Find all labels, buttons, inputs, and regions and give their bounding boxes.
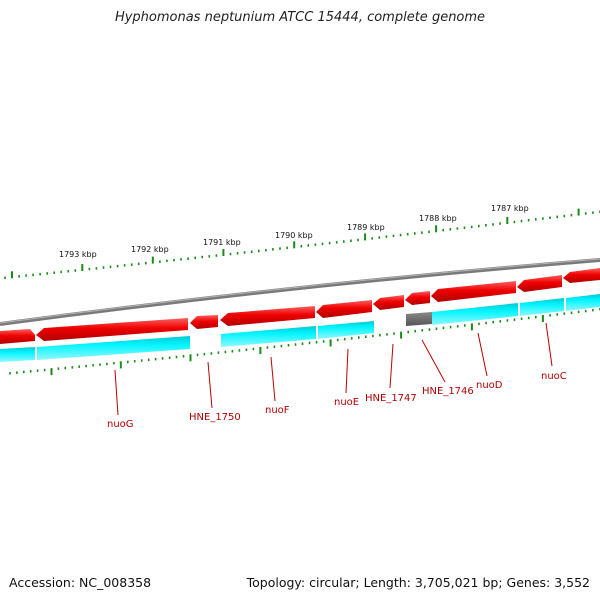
gene-arrow-nuoG[interactable] <box>36 318 188 341</box>
cyan-segment <box>432 303 518 325</box>
gene-label-nuoF[interactable]: nuoF <box>265 405 290 416</box>
gene-label-nuoG[interactable]: nuoG <box>107 419 134 430</box>
leader-line <box>389 343 394 389</box>
cyan-segment <box>0 347 35 362</box>
gene-arrow-HNE_1750[interactable] <box>190 315 218 329</box>
kbp-label: 1787 kbp <box>491 204 529 213</box>
gene-arrow[interactable] <box>0 329 35 344</box>
label-leader-lines <box>114 322 553 416</box>
outer-tick-scale <box>4 208 600 279</box>
cyan-segment <box>221 326 316 347</box>
kbp-label: 1789 kbp <box>347 223 385 232</box>
gene-arrow-HNE_1746[interactable] <box>405 291 430 305</box>
gene-label-HNE_1747[interactable]: HNE_1747 <box>365 393 417 404</box>
cyan-segment <box>520 298 564 316</box>
gene-label-nuoD[interactable]: nuoD <box>476 380 503 391</box>
gene-arrow-nuoC[interactable] <box>517 275 562 292</box>
gene-label-nuoC[interactable]: nuoC <box>541 371 567 382</box>
gene-labels: nuoG HNE_1750 nuoF nuoE HNE_1747 HNE_174… <box>107 371 567 430</box>
map-title: Hyphomonas neptunium ATCC 15444, complet… <box>114 10 486 25</box>
gene-arrow-nuoF[interactable] <box>220 306 315 326</box>
pseudogene-HNE_1746[interactable] <box>406 312 432 326</box>
genome-backbone <box>0 258 600 326</box>
gene-arrow-nuoE[interactable] <box>316 300 372 318</box>
kbp-scale-labels: 1793 kbp 1792 kbp 1791 kbp 1790 kbp 1789… <box>59 204 529 259</box>
cyan-track <box>0 294 600 362</box>
leader-line <box>421 339 446 383</box>
leader-line <box>545 322 553 367</box>
kbp-label: 1793 kbp <box>59 250 97 259</box>
topology-text: Topology: circular; Length: 3,705,021 bp… <box>246 575 590 590</box>
cyan-segment <box>37 336 190 360</box>
kbp-label: 1788 kbp <box>419 214 457 223</box>
leader-line <box>477 332 488 377</box>
kbp-label: 1792 kbp <box>131 245 169 254</box>
cyan-segment <box>318 321 374 339</box>
kbp-label: 1791 kbp <box>203 238 241 247</box>
accession-text: Accession: NC_008358 <box>9 575 152 590</box>
gene-arrow[interactable] <box>563 268 600 283</box>
gene-label-nuoE[interactable]: nuoE <box>334 397 359 408</box>
gene-label-HNE_1746[interactable]: HNE_1746 <box>422 386 474 397</box>
gene-track <box>0 268 600 344</box>
gene-label-HNE_1750[interactable]: HNE_1750 <box>189 412 241 423</box>
gene-arrow-HNE_1747[interactable] <box>373 295 404 310</box>
leader-line <box>345 348 349 394</box>
kbp-label: 1790 kbp <box>275 231 313 240</box>
leader-line <box>270 356 276 402</box>
genome-backbone-highlight <box>0 258 600 324</box>
leader-line <box>207 361 213 409</box>
cyan-segment <box>566 294 600 311</box>
inner-tick-scale <box>9 308 600 376</box>
gene-arrow-nuoD[interactable] <box>431 281 516 302</box>
leader-line <box>114 369 119 416</box>
